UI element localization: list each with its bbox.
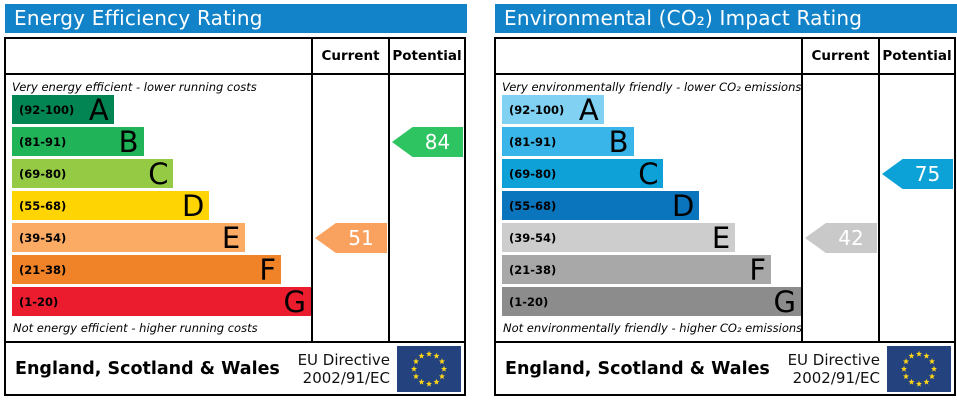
bottom-note: Not energy efficient - higher running co… (13, 321, 258, 335)
eu-directive-line2: 2002/91/EC (302, 368, 390, 387)
region-label: England, Scotland & Wales (505, 358, 770, 379)
potential-rating-value: 84 (424, 130, 451, 154)
energy-chart-title: Energy Efficiency Rating (14, 6, 263, 30)
environmental-chart-title: Environmental (CO₂) Impact Rating (504, 6, 863, 30)
band-letter: A (88, 95, 109, 124)
band-letter: B (608, 127, 629, 156)
eu-directive-line1: EU Directive (787, 350, 880, 369)
band-f: (21-38) F (12, 255, 282, 284)
band-range: (1-20) (509, 294, 549, 309)
eu-flag-icon (397, 345, 461, 392)
band-f: (21-38) F (502, 255, 772, 284)
band-letter: E (711, 223, 731, 252)
potential-rating-column: 84 (388, 75, 464, 341)
band-letter: D (671, 191, 695, 220)
band-letter: C (148, 159, 169, 188)
band-range: (92-100) (509, 102, 565, 117)
band-a: (92-100) A (502, 95, 604, 124)
environmental-bands-area: Very environmentally friendly - lower CO… (496, 75, 803, 341)
band-range: (39-54) (19, 230, 67, 245)
band-e: (39-54) E (502, 223, 736, 252)
band-letter: D (181, 191, 205, 220)
band-range: (81-91) (19, 134, 67, 149)
potential-rating-value: 75 (914, 162, 941, 186)
epc-rating-charts: Energy Efficiency Rating Current Potenti… (1, 4, 957, 396)
band-b: (81-91) B (12, 127, 144, 156)
band-letter: G (773, 287, 796, 316)
band-d: (55-68) D (12, 191, 210, 220)
eu-directive-label: EU Directive 2002/91/EC (788, 351, 880, 387)
header-spacer (496, 39, 801, 75)
band-e: (39-54) E (12, 223, 246, 252)
current-column-header: Current (801, 39, 878, 75)
current-rating-arrow: 42 (805, 223, 877, 253)
band-range: (1-20) (19, 294, 59, 309)
region-label: England, Scotland & Wales (15, 358, 280, 379)
band-c: (69-80) C (12, 159, 174, 188)
band-range: (21-38) (509, 262, 557, 277)
band-d: (55-68) D (502, 191, 700, 220)
band-letter: E (221, 223, 241, 252)
energy-rating-table: Current Potential Very energy efficient … (4, 37, 466, 396)
current-rating-arrow: 51 (315, 223, 387, 253)
table-footer: England, Scotland & Wales EU Directive 2… (496, 341, 954, 394)
band-range: (69-80) (509, 166, 557, 181)
band-range: (39-54) (509, 230, 557, 245)
band-c: (69-80) C (502, 159, 664, 188)
band-letter: G (283, 287, 306, 316)
eu-flag-icon (887, 345, 951, 392)
band-letter: A (578, 95, 599, 124)
bottom-note: Not environmentally friendly - higher CO… (503, 321, 803, 335)
current-rating-column: 51 (311, 75, 388, 341)
band-b: (81-91) B (502, 127, 634, 156)
potential-rating-column: 75 (878, 75, 954, 341)
energy-efficiency-panel: Energy Efficiency Rating Current Potenti… (1, 4, 468, 396)
band-letter: B (118, 127, 139, 156)
energy-title-bar: Energy Efficiency Rating (5, 4, 467, 33)
top-note: Very environmentally friendly - lower CO… (502, 80, 802, 94)
band-range: (55-68) (509, 198, 557, 213)
environmental-rating-table: Current Potential Very environmentally f… (494, 37, 956, 396)
current-rating-value: 42 (838, 226, 864, 250)
current-column-header: Current (311, 39, 388, 75)
band-a: (92-100) A (12, 95, 114, 124)
energy-bands-area: Very energy efficient - lower running co… (6, 75, 311, 341)
current-rating-column: 42 (801, 75, 878, 341)
band-letter: F (749, 255, 767, 284)
eu-directive-line2: 2002/91/EC (792, 368, 880, 387)
band-range: (55-68) (19, 198, 67, 213)
eu-directive-label: EU Directive 2002/91/EC (298, 351, 390, 387)
header-spacer (6, 39, 311, 75)
band-g: (1-20) G (502, 287, 801, 316)
current-rating-value: 51 (348, 226, 374, 250)
top-note: Very energy efficient - lower running co… (12, 80, 257, 94)
potential-column-header: Potential (878, 39, 954, 75)
table-footer: England, Scotland & Wales EU Directive 2… (6, 341, 464, 394)
band-range: (21-38) (19, 262, 67, 277)
eu-directive-line1: EU Directive (297, 350, 390, 369)
band-letter: C (638, 159, 659, 188)
environmental-title-bar: Environmental (CO₂) Impact Rating (495, 4, 957, 33)
environmental-impact-panel: Environmental (CO₂) Impact Rating Curren… (491, 4, 957, 396)
potential-column-header: Potential (388, 39, 464, 75)
band-range: (81-91) (509, 134, 557, 149)
potential-rating-arrow: 84 (392, 127, 463, 157)
band-range: (69-80) (19, 166, 67, 181)
potential-rating-arrow: 75 (882, 159, 953, 189)
band-g: (1-20) G (12, 287, 311, 316)
band-range: (92-100) (19, 102, 75, 117)
band-letter: F (259, 255, 277, 284)
